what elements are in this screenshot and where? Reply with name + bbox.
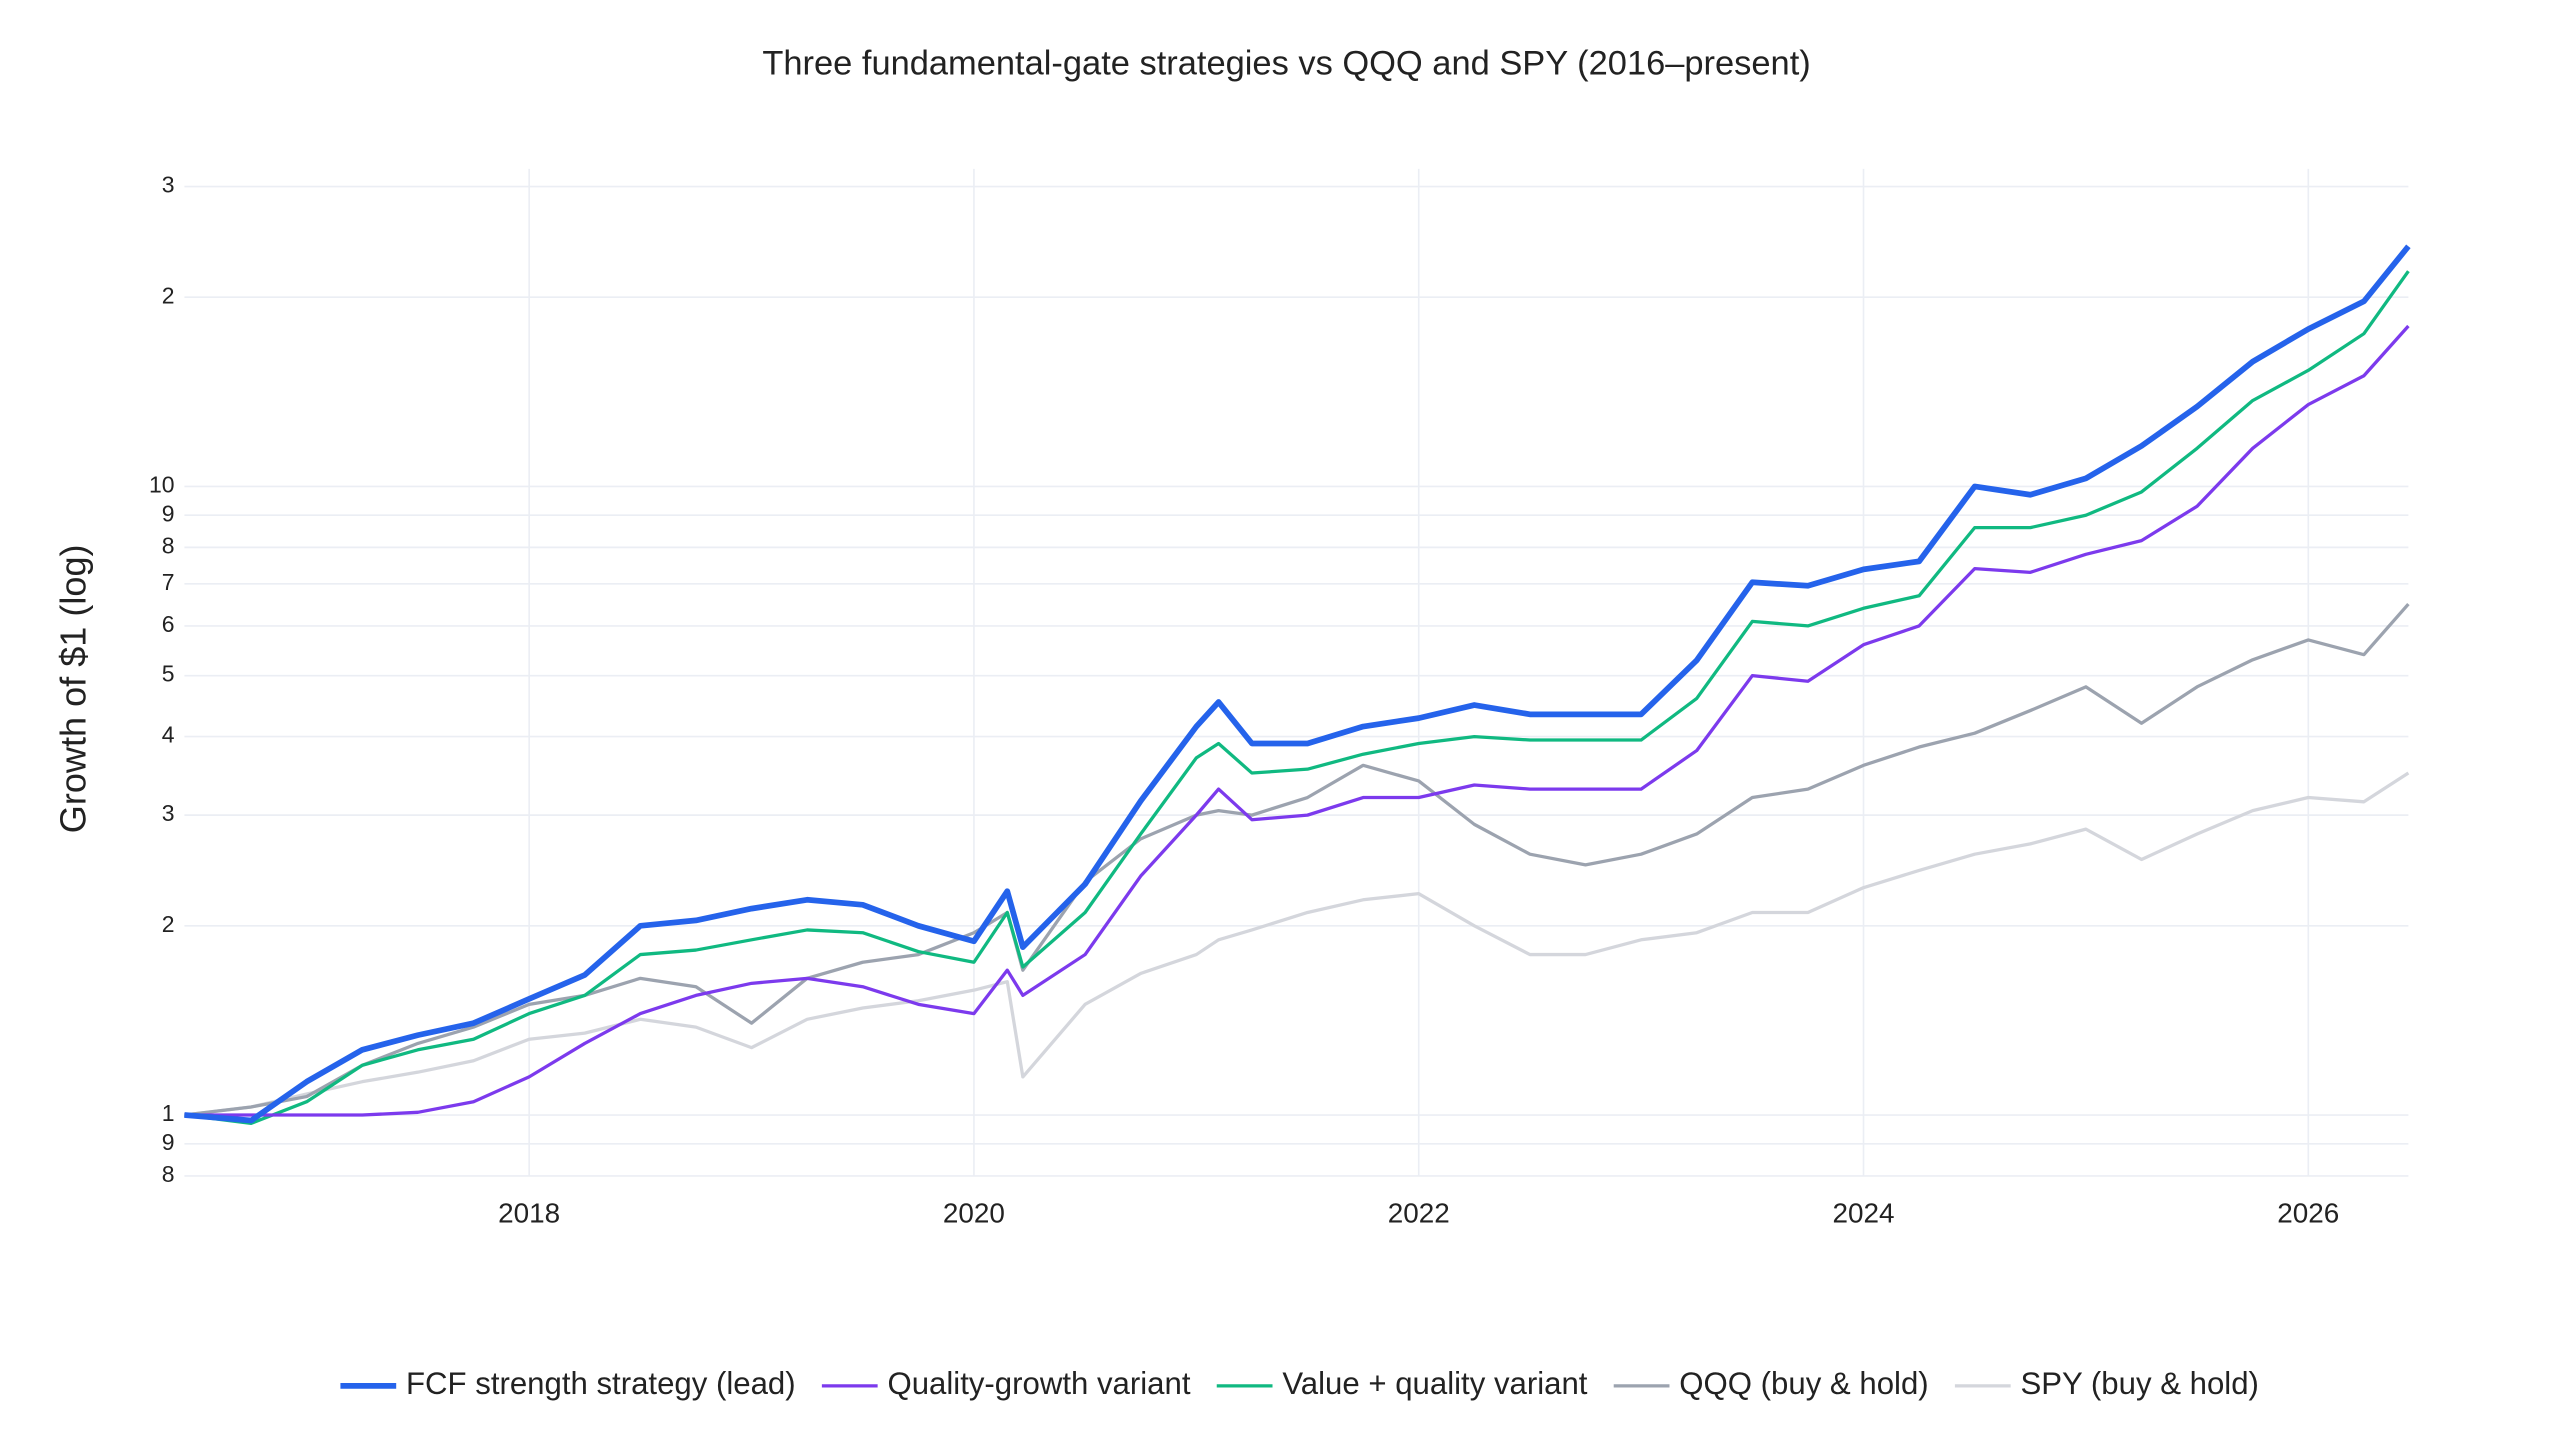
y-tick-label: 3 [162,172,175,198]
y-tick-label: 8 [162,532,175,558]
y-tick-label: 2 [162,282,175,308]
chart-title: Three fundamental-gate strategies vs QQQ… [762,45,1810,83]
legend: FCF strength strategy (lead) Quality-grow… [340,1366,2259,1401]
lines [184,244,2411,1125]
y-tick-label: 3 [162,800,175,826]
legend-item: Value + quality variant [1216,1366,1588,1401]
y-tick-label: 7 [162,569,175,595]
y-tick-label: 10 [149,472,175,498]
y-axis-title: Growth of $1 (log) [53,544,94,833]
y-tick-label: 5 [162,661,175,687]
legend-label: Value + quality variant [1282,1366,1587,1401]
y-tick-label: 2 [162,911,175,937]
series-line [184,270,2410,1125]
y-tick-label: 8 [162,1161,175,1187]
y-tick-label: 4 [162,722,175,748]
series-line [184,244,2411,1124]
y-tick-label: 9 [162,500,175,526]
legend-item: SPY (buy & hold) [1954,1366,2259,1401]
series-line [184,602,2410,1117]
x-tick-label: 2024 [1833,1198,1895,1229]
x-tick-label: 2018 [498,1198,560,1229]
series-line [184,324,2410,1117]
legend-item: QQQ (buy & hold) [1613,1366,1929,1401]
series-line [184,771,2410,1117]
y-tick-label: 6 [162,611,175,637]
legend-item: Quality-growth variant [821,1366,1191,1401]
x-tick-label: 2026 [2277,1198,2339,1229]
legend-item: FCF strength strategy (lead) [340,1366,796,1401]
y-tick-label: 9 [162,1129,175,1155]
legend-label: QQQ (buy & hold) [1679,1366,1928,1401]
x-tick-label: 2020 [943,1198,1005,1229]
y-tick-label: 1 [162,1100,175,1126]
legend-label: FCF strength strategy (lead) [406,1366,796,1401]
legend-label: SPY (buy & hold) [2021,1366,2259,1401]
x-tick-label: 2022 [1388,1198,1450,1229]
legend-label: Quality-growth variant [887,1366,1190,1401]
